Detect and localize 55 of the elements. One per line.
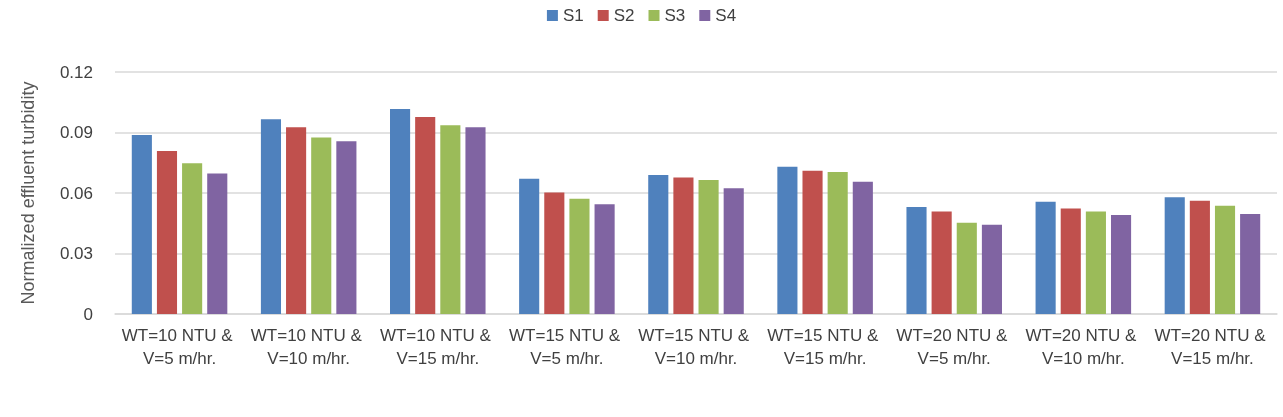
- bar: [465, 127, 486, 314]
- bar: [182, 163, 203, 314]
- bar: [956, 222, 977, 314]
- bar: [981, 224, 1002, 314]
- bar: [1060, 208, 1081, 314]
- x-tick-label: WT=15 NTU & V=10 m/hr.: [638, 326, 754, 368]
- x-tick-label: WT=20 NTU & V=15 m/hr.: [1154, 326, 1271, 368]
- bar: [698, 180, 719, 314]
- bar: [1035, 201, 1056, 314]
- x-tick-label: WT=10 NTU & V=10 m/hr.: [250, 326, 367, 368]
- bar: [1110, 214, 1132, 314]
- y-tick-label: 0.09: [59, 123, 93, 142]
- bar: [336, 141, 357, 314]
- bar: [648, 175, 669, 314]
- bar: [777, 166, 798, 314]
- bar: [852, 181, 873, 314]
- x-tick-label: WT=10 NTU & V=15 m/hr.: [379, 326, 496, 368]
- x-tick-label: WT=20 NTU & V=10 m/hr.: [1025, 326, 1142, 368]
- bar: [827, 172, 848, 314]
- bar: [569, 198, 590, 314]
- bar: [1085, 211, 1106, 314]
- legend-label: S3: [664, 6, 686, 25]
- bar: [544, 192, 565, 314]
- bar: [1240, 213, 1261, 314]
- x-tick-label: WT=15 NTU & V=5 m/hr.: [509, 326, 625, 368]
- bar: [1189, 200, 1210, 314]
- bar: [723, 188, 744, 314]
- y-tick-label: 0: [83, 304, 93, 324]
- x-tick-label: WT=15 NTU & V=15 m/hr.: [767, 326, 883, 368]
- y-tick-label: 0.06: [59, 183, 93, 203]
- bar: [906, 206, 927, 314]
- bar: [207, 173, 228, 314]
- bar: [156, 151, 178, 314]
- bar: [131, 135, 152, 314]
- bar: [1164, 197, 1185, 314]
- y-axis-title: Normalized effluent turbidity: [18, 81, 38, 305]
- bar: [802, 170, 823, 314]
- bar: [260, 119, 282, 314]
- bar: [519, 178, 540, 314]
- bar: [286, 127, 307, 314]
- legend-label: S2: [613, 6, 635, 25]
- bar: [390, 108, 411, 314]
- legend-label: S1: [562, 6, 584, 25]
- y-tick-label: 0.12: [59, 62, 93, 82]
- y-tick-label: 0.03: [59, 244, 93, 263]
- bar: [440, 125, 461, 314]
- x-tick-label: WT=10 NTU & V=5 m/hr.: [121, 326, 238, 368]
- bar: [594, 204, 615, 314]
- bar: [1214, 205, 1236, 314]
- bar: [931, 211, 952, 314]
- bar: [311, 137, 332, 314]
- legend-label: S4: [715, 6, 737, 25]
- bar: [673, 177, 694, 314]
- x-tick-label: WT=20 NTU & V=5 m/hr.: [896, 326, 1013, 368]
- bar: [415, 116, 436, 314]
